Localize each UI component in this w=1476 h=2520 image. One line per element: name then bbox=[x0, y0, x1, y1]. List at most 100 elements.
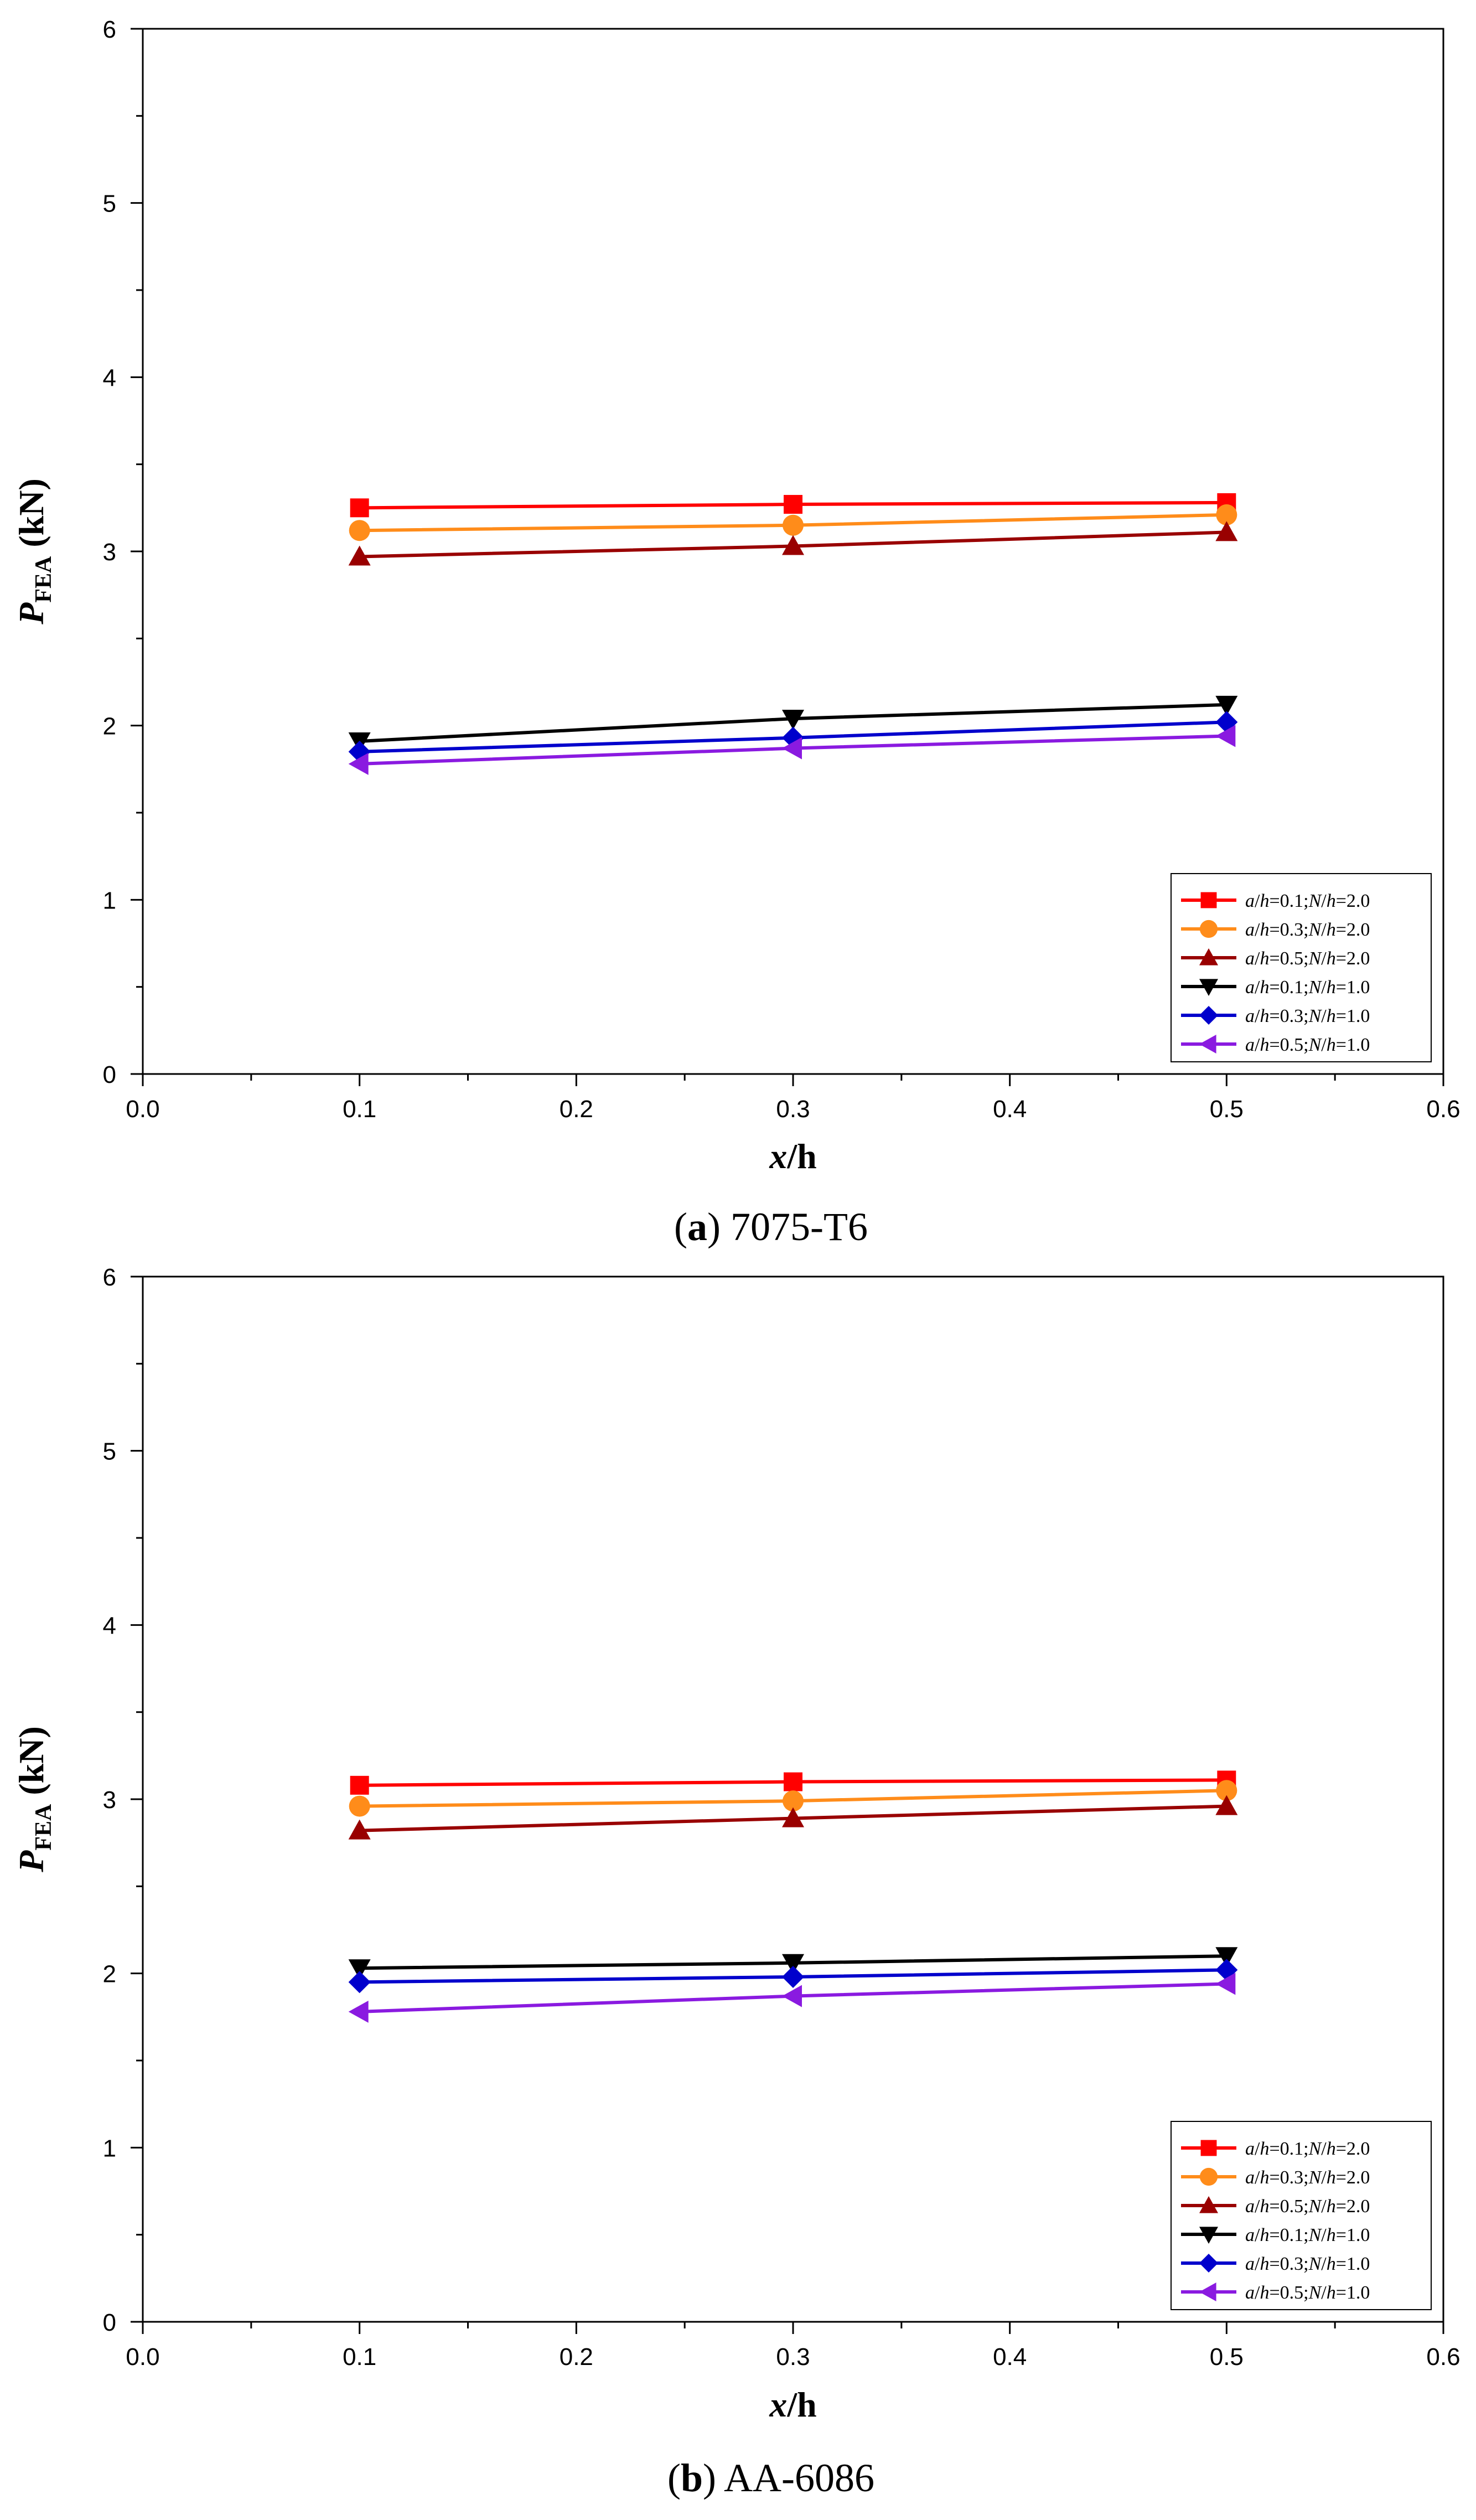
legend-slash: / bbox=[1255, 2254, 1260, 2274]
legend-item: a/h=0.3;N/h=2.0 bbox=[1181, 920, 1370, 940]
legend-item: a/h=0.5;N/h=2.0 bbox=[1181, 948, 1370, 969]
legend-a: a bbox=[1245, 920, 1255, 940]
x-tick-label: 0.4 bbox=[993, 2343, 1027, 2371]
x-tick-label: 0.3 bbox=[776, 1096, 810, 1123]
legend-h: h bbox=[1260, 2254, 1269, 2274]
legend-a-value: =0.1; bbox=[1269, 977, 1308, 998]
legend-a-value: =0.3; bbox=[1269, 920, 1308, 940]
legend-label: a/h=0.5;N/h=2.0 bbox=[1245, 2196, 1370, 2217]
data-point bbox=[349, 520, 370, 541]
data-point bbox=[1215, 695, 1238, 716]
legend-label: a/h=0.1;N/h=2.0 bbox=[1245, 2139, 1370, 2159]
legend-n-value: =1.0 bbox=[1336, 1035, 1370, 1055]
legend-slash: / bbox=[1255, 2167, 1260, 2188]
legend-n: N bbox=[1308, 891, 1323, 911]
legend-h: h bbox=[1327, 1006, 1336, 1026]
y-axis-title: PFEA (kN) bbox=[12, 478, 56, 625]
y-tick-label: 6 bbox=[103, 16, 116, 43]
series-0 bbox=[350, 493, 1236, 518]
x-tick-label: 0.0 bbox=[126, 1096, 159, 1123]
legend-item: a/h=0.3;N/h=2.0 bbox=[1181, 2167, 1370, 2188]
legend-h: h bbox=[1260, 2196, 1269, 2217]
y-axis-title-main: P bbox=[12, 1850, 51, 1873]
x-tick-label: 0.6 bbox=[1426, 1096, 1460, 1123]
legend-a-value: =0.1; bbox=[1269, 2225, 1308, 2245]
data-point bbox=[782, 535, 804, 555]
legend-slash: / bbox=[1321, 1006, 1327, 1026]
caption-open: ( bbox=[667, 2456, 681, 2500]
legend-label: a/h=0.1;N/h=1.0 bbox=[1245, 977, 1370, 998]
y-tick-label: 5 bbox=[103, 190, 116, 218]
series-2 bbox=[348, 521, 1238, 566]
data-point bbox=[782, 1954, 804, 1974]
legend-marker bbox=[1199, 1006, 1218, 1025]
data-point bbox=[1215, 1947, 1238, 1968]
legend-item: a/h=0.1;N/h=1.0 bbox=[1181, 2225, 1370, 2245]
legend-h: h bbox=[1260, 977, 1269, 998]
legend-item: a/h=0.1;N/h=2.0 bbox=[1181, 2139, 1370, 2159]
legend-h: h bbox=[1327, 2196, 1336, 2217]
legend-slash: / bbox=[1255, 977, 1260, 998]
data-point bbox=[348, 1819, 371, 1840]
legend-h: h bbox=[1260, 1035, 1269, 1055]
legend-a: a bbox=[1245, 2196, 1255, 2217]
data-point bbox=[348, 545, 371, 566]
legend-n: N bbox=[1308, 2196, 1323, 2217]
legend-n: N bbox=[1308, 1006, 1323, 1026]
data-point bbox=[349, 1795, 370, 1817]
series-3 bbox=[348, 1947, 1238, 1980]
legend-slash: / bbox=[1321, 2225, 1327, 2245]
legend-a-value: =0.1; bbox=[1269, 2139, 1308, 2159]
legend-n-value: =2.0 bbox=[1336, 2196, 1370, 2217]
legend-marker bbox=[1199, 2254, 1218, 2273]
y-axis-title-main: P bbox=[12, 602, 51, 625]
legend-marker bbox=[1199, 2227, 1218, 2244]
legend-n: N bbox=[1308, 2254, 1323, 2274]
legend-a-value: =0.5; bbox=[1269, 1035, 1308, 1055]
y-tick-label: 6 bbox=[103, 1264, 116, 1291]
data-point bbox=[783, 514, 804, 536]
legend-slash: / bbox=[1321, 891, 1327, 911]
legend: a/h=0.1;N/h=2.0a/h=0.3;N/h=2.0a/h=0.5;N/… bbox=[1171, 2121, 1432, 2310]
legend-h: h bbox=[1327, 2283, 1336, 2303]
panel-caption: (b) AA-6086 bbox=[667, 2456, 874, 2500]
caption-letter: b bbox=[681, 2456, 703, 2500]
legend-item: a/h=0.5;N/h=1.0 bbox=[1181, 1035, 1370, 1055]
x-tick-label: 0.5 bbox=[1210, 1096, 1244, 1123]
legend-slash: / bbox=[1255, 2225, 1260, 2245]
data-point bbox=[348, 752, 369, 775]
legend-n-value: =2.0 bbox=[1336, 2139, 1370, 2159]
legend-slash: / bbox=[1321, 977, 1327, 998]
y-tick-label: 5 bbox=[103, 1438, 116, 1465]
legend-marker bbox=[1199, 948, 1218, 965]
x-axis-title: x/h bbox=[769, 1137, 816, 1176]
legend-n: N bbox=[1308, 920, 1323, 940]
y-tick-label: 4 bbox=[103, 1612, 116, 1639]
legend-slash: / bbox=[1321, 2139, 1327, 2159]
legend-item: a/h=0.3;N/h=1.0 bbox=[1181, 2254, 1370, 2274]
data-point bbox=[783, 1790, 804, 1812]
y-tick-label: 1 bbox=[103, 887, 116, 914]
series-1 bbox=[349, 1780, 1237, 1817]
legend-item: a/h=0.1;N/h=1.0 bbox=[1181, 977, 1370, 998]
y-tick-label: 0 bbox=[103, 2309, 116, 2336]
legend-marker bbox=[1200, 892, 1217, 908]
legend-a: a bbox=[1245, 2139, 1255, 2159]
data-point bbox=[1215, 1795, 1238, 1815]
legend-n: N bbox=[1308, 1035, 1323, 1055]
y-axis-title-sub: FEA bbox=[31, 1804, 56, 1851]
legend: a/h=0.1;N/h=2.0a/h=0.3;N/h=2.0a/h=0.5;N/… bbox=[1171, 873, 1432, 1062]
data-point bbox=[784, 1772, 802, 1791]
panel-caption: (a) 7075-T6 bbox=[674, 1205, 868, 1249]
data-point bbox=[348, 1971, 371, 1994]
data-point bbox=[782, 710, 804, 730]
y-axis-title: PFEA (kN) bbox=[12, 1726, 56, 1873]
legend-a: a bbox=[1245, 2167, 1255, 2188]
legend-slash: / bbox=[1321, 2254, 1327, 2274]
x-axis-title-rest: /h bbox=[786, 2385, 816, 2424]
legend-item: a/h=0.1;N/h=2.0 bbox=[1181, 891, 1370, 911]
y-tick-label: 1 bbox=[103, 2135, 116, 2162]
legend-label: a/h=0.3;N/h=2.0 bbox=[1245, 2167, 1370, 2188]
